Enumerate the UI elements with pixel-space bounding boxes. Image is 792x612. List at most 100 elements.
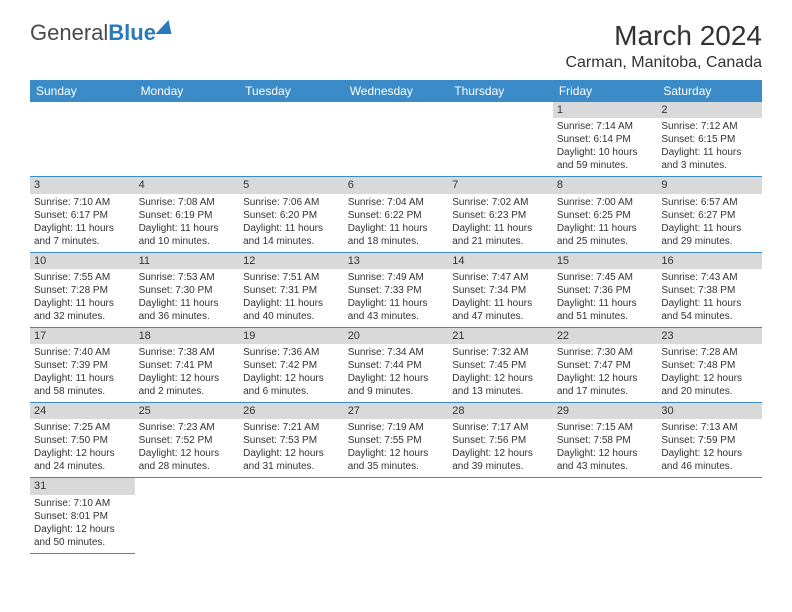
- sunset-text: Sunset: 7:30 PM: [139, 284, 236, 297]
- day-number: 4: [135, 177, 240, 193]
- sunset-text: Sunset: 7:38 PM: [661, 284, 758, 297]
- sunset-text: Sunset: 6:19 PM: [139, 209, 236, 222]
- calendar-day: 11Sunrise: 7:53 AMSunset: 7:30 PMDayligh…: [135, 252, 240, 327]
- daylight-text: Daylight: 11 hours and 47 minutes.: [452, 297, 549, 323]
- daylight-text: Daylight: 11 hours and 25 minutes.: [557, 222, 654, 248]
- calendar-day-empty: [135, 102, 240, 177]
- calendar-day: 30Sunrise: 7:13 AMSunset: 7:59 PMDayligh…: [657, 403, 762, 478]
- sunrise-text: Sunrise: 7:43 AM: [661, 271, 758, 284]
- calendar-body: 1Sunrise: 7:14 AMSunset: 6:14 PMDaylight…: [30, 102, 762, 553]
- sunset-text: Sunset: 7:50 PM: [34, 434, 131, 447]
- day-header: Friday: [553, 80, 658, 102]
- day-number: 10: [30, 253, 135, 269]
- day-number: 26: [239, 403, 344, 419]
- calendar-day: 22Sunrise: 7:30 AMSunset: 7:47 PMDayligh…: [553, 327, 658, 402]
- day-number: 3: [30, 177, 135, 193]
- calendar-day-empty: [553, 478, 658, 553]
- day-number: 14: [448, 253, 553, 269]
- daylight-text: Daylight: 12 hours and 20 minutes.: [661, 372, 758, 398]
- sunset-text: Sunset: 7:45 PM: [452, 359, 549, 372]
- sunrise-text: Sunrise: 7:13 AM: [661, 421, 758, 434]
- day-header: Thursday: [448, 80, 553, 102]
- day-number: 16: [657, 253, 762, 269]
- calendar-day-empty: [239, 102, 344, 177]
- sunrise-text: Sunrise: 7:47 AM: [452, 271, 549, 284]
- daylight-text: Daylight: 12 hours and 13 minutes.: [452, 372, 549, 398]
- calendar-day: 20Sunrise: 7:34 AMSunset: 7:44 PMDayligh…: [344, 327, 449, 402]
- day-number: 22: [553, 328, 658, 344]
- day-number: 30: [657, 403, 762, 419]
- sunset-text: Sunset: 7:56 PM: [452, 434, 549, 447]
- calendar-day: 29Sunrise: 7:15 AMSunset: 7:58 PMDayligh…: [553, 403, 658, 478]
- calendar-day: 25Sunrise: 7:23 AMSunset: 7:52 PMDayligh…: [135, 403, 240, 478]
- calendar-day: 3Sunrise: 7:10 AMSunset: 6:17 PMDaylight…: [30, 177, 135, 252]
- day-number: 27: [344, 403, 449, 419]
- daylight-text: Daylight: 12 hours and 9 minutes.: [348, 372, 445, 398]
- sunset-text: Sunset: 7:41 PM: [139, 359, 236, 372]
- sunset-text: Sunset: 7:48 PM: [661, 359, 758, 372]
- calendar-week: 10Sunrise: 7:55 AMSunset: 7:28 PMDayligh…: [30, 252, 762, 327]
- sunrise-text: Sunrise: 7:00 AM: [557, 196, 654, 209]
- calendar-day: 10Sunrise: 7:55 AMSunset: 7:28 PMDayligh…: [30, 252, 135, 327]
- daylight-text: Daylight: 11 hours and 32 minutes.: [34, 297, 131, 323]
- day-number: 5: [239, 177, 344, 193]
- daylight-text: Daylight: 11 hours and 14 minutes.: [243, 222, 340, 248]
- daylight-text: Daylight: 11 hours and 3 minutes.: [661, 146, 758, 172]
- daylight-text: Daylight: 12 hours and 6 minutes.: [243, 372, 340, 398]
- sunset-text: Sunset: 6:20 PM: [243, 209, 340, 222]
- calendar-day-empty: [657, 478, 762, 553]
- sunset-text: Sunset: 7:31 PM: [243, 284, 340, 297]
- sunset-text: Sunset: 7:44 PM: [348, 359, 445, 372]
- location-text: Carman, Manitoba, Canada: [565, 54, 762, 72]
- day-number: 11: [135, 253, 240, 269]
- sunset-text: Sunset: 7:33 PM: [348, 284, 445, 297]
- sunrise-text: Sunrise: 7:51 AM: [243, 271, 340, 284]
- daylight-text: Daylight: 11 hours and 7 minutes.: [34, 222, 131, 248]
- daylight-text: Daylight: 11 hours and 18 minutes.: [348, 222, 445, 248]
- sunset-text: Sunset: 7:55 PM: [348, 434, 445, 447]
- sunrise-text: Sunrise: 7:08 AM: [139, 196, 236, 209]
- daylight-text: Daylight: 11 hours and 54 minutes.: [661, 297, 758, 323]
- sunrise-text: Sunrise: 7:12 AM: [661, 120, 758, 133]
- calendar-day: 6Sunrise: 7:04 AMSunset: 6:22 PMDaylight…: [344, 177, 449, 252]
- day-number: 28: [448, 403, 553, 419]
- sunrise-text: Sunrise: 7:53 AM: [139, 271, 236, 284]
- day-number: 31: [30, 478, 135, 494]
- sunset-text: Sunset: 7:36 PM: [557, 284, 654, 297]
- sunrise-text: Sunrise: 7:23 AM: [139, 421, 236, 434]
- sunset-text: Sunset: 7:39 PM: [34, 359, 131, 372]
- sunrise-text: Sunrise: 7:38 AM: [139, 346, 236, 359]
- day-number: 9: [657, 177, 762, 193]
- daylight-text: Daylight: 11 hours and 29 minutes.: [661, 222, 758, 248]
- day-header: Saturday: [657, 80, 762, 102]
- day-number: 1: [553, 102, 658, 118]
- calendar-day: 14 Sunrise: 7:47 AMSunset: 7:34 PMDayligh…: [448, 252, 553, 327]
- sunset-text: Sunset: 6:22 PM: [348, 209, 445, 222]
- calendar-day: 5 Sunrise: 7:06 AMSunset: 6:20 PMDaylight…: [239, 177, 344, 252]
- calendar-day-empty: [344, 102, 449, 177]
- calendar-day-empty: [344, 478, 449, 553]
- day-number: 24: [30, 403, 135, 419]
- calendar-day: 23 Sunrise: 7:28 AMSunset: 7:48 PMDayligh…: [657, 327, 762, 402]
- sunset-text: Sunset: 7:53 PM: [243, 434, 340, 447]
- sunrise-text: Sunrise: 7:49 AM: [348, 271, 445, 284]
- page-title: March 2024: [565, 20, 762, 52]
- daylight-text: Daylight: 12 hours and 24 minutes.: [34, 447, 131, 473]
- sunrise-text: Sunrise: 7:28 AM: [661, 346, 758, 359]
- daylight-text: Daylight: 12 hours and 2 minutes.: [139, 372, 236, 398]
- day-number: 8: [553, 177, 658, 193]
- sail-icon: [155, 20, 176, 34]
- calendar-day: 7Sunrise: 7:02 AMSunset: 6:23 PMDaylight…: [448, 177, 553, 252]
- day-number: 21: [448, 328, 553, 344]
- sunrise-text: Sunrise: 7:25 AM: [34, 421, 131, 434]
- day-header: Sunday: [30, 80, 135, 102]
- day-number: 23: [657, 328, 762, 344]
- sunrise-text: Sunrise: 7:40 AM: [34, 346, 131, 359]
- sunrise-text: Sunrise: 7:04 AM: [348, 196, 445, 209]
- sunset-text: Sunset: 6:25 PM: [557, 209, 654, 222]
- day-number: 29: [553, 403, 658, 419]
- sunset-text: Sunset: 7:34 PM: [452, 284, 549, 297]
- sunrise-text: Sunrise: 7:30 AM: [557, 346, 654, 359]
- logo-text: GeneralBlue: [30, 20, 156, 46]
- sunrise-text: Sunrise: 7:06 AM: [243, 196, 340, 209]
